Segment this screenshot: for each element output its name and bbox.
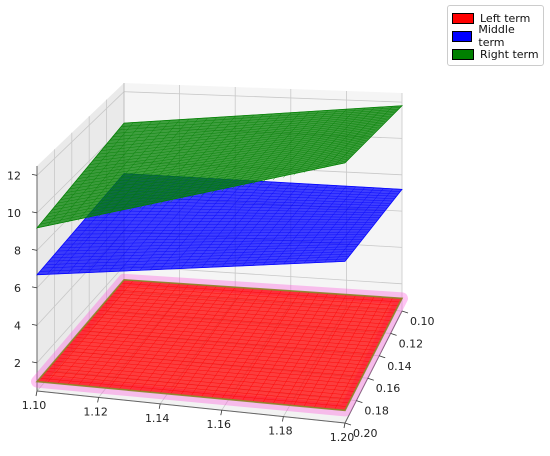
- legend-swatch-left-term: [452, 12, 474, 24]
- back-wall-gridline-z: [123, 91, 403, 103]
- y-tick-label: 0.14: [387, 360, 412, 373]
- tick-mark: [31, 211, 38, 214]
- surface-edge: [35, 105, 404, 229]
- surface-right-term: [35, 105, 404, 229]
- x-tick-label: 1.18: [268, 425, 293, 438]
- surface-edge: [36, 173, 403, 276]
- tick-mark: [379, 355, 386, 359]
- y-tick-label: 0.12: [399, 337, 424, 350]
- legend-item-left-term: Left term: [452, 9, 539, 27]
- legend-label-middle-term: Middle term: [478, 23, 515, 49]
- surfaces: [31, 105, 408, 417]
- z-tick-label: 2: [14, 357, 21, 370]
- surface-edge: [35, 278, 404, 412]
- tick-mark: [343, 422, 346, 429]
- left-wall-gridline-z: [36, 91, 125, 176]
- legend-item-middle-term: Middle term: [452, 23, 539, 49]
- y-tick-label: 0.20: [353, 427, 378, 440]
- tick-mark: [97, 397, 99, 403]
- z-tick-label: 8: [14, 244, 21, 257]
- x-tick-label: 1.16: [207, 418, 232, 431]
- tick-mark: [31, 361, 38, 364]
- tick-mark: [31, 249, 38, 251]
- tick-mark: [356, 400, 363, 403]
- legend-swatch-middle-term: [452, 30, 473, 42]
- legend-label-right-term: Right term: [480, 47, 539, 61]
- left-wall-gridline-z: [36, 265, 125, 364]
- z-tick-label: 4: [14, 319, 21, 332]
- legend: Left term Middle term Right term: [447, 5, 544, 66]
- legend-item-right-term: Right term: [452, 45, 539, 63]
- tick-mark: [35, 390, 38, 397]
- tick-mark: [390, 333, 397, 336]
- x-tick-label: 1.20: [330, 431, 355, 444]
- legend-label-left-term: Left term: [480, 11, 531, 25]
- tick-mark: [31, 174, 38, 176]
- tick-mark: [220, 410, 223, 416]
- z-tick-label: 6: [14, 282, 21, 295]
- surface-left-term: [31, 273, 408, 417]
- y-tick-label: 0.18: [364, 405, 389, 418]
- tick-mark: [344, 422, 352, 426]
- x-tick-label: 1.14: [145, 412, 170, 425]
- y-tick-label: 0.16: [376, 382, 401, 395]
- tick-mark: [158, 403, 161, 409]
- axis-line-x: [36, 390, 346, 424]
- tick-mark: [282, 416, 284, 422]
- axis-line-y: [344, 310, 403, 424]
- tick-mark: [31, 324, 38, 326]
- z-tick-label: 10: [7, 207, 21, 220]
- tick-mark: [367, 377, 374, 381]
- x-tick-label: 1.12: [83, 405, 108, 418]
- axis-ticks: 1.10 1.12 1.14 1.16 1.18 1.20 0.10 0.12 0.14 0.16…: [7, 169, 435, 444]
- y-tick-label: 0.10: [410, 315, 435, 328]
- tick-mark: [401, 310, 409, 314]
- x-tick-label: 1.10: [22, 399, 47, 412]
- legend-swatch-right-term: [452, 48, 474, 60]
- tick-mark: [31, 286, 38, 289]
- z-tick-label: 12: [7, 169, 21, 182]
